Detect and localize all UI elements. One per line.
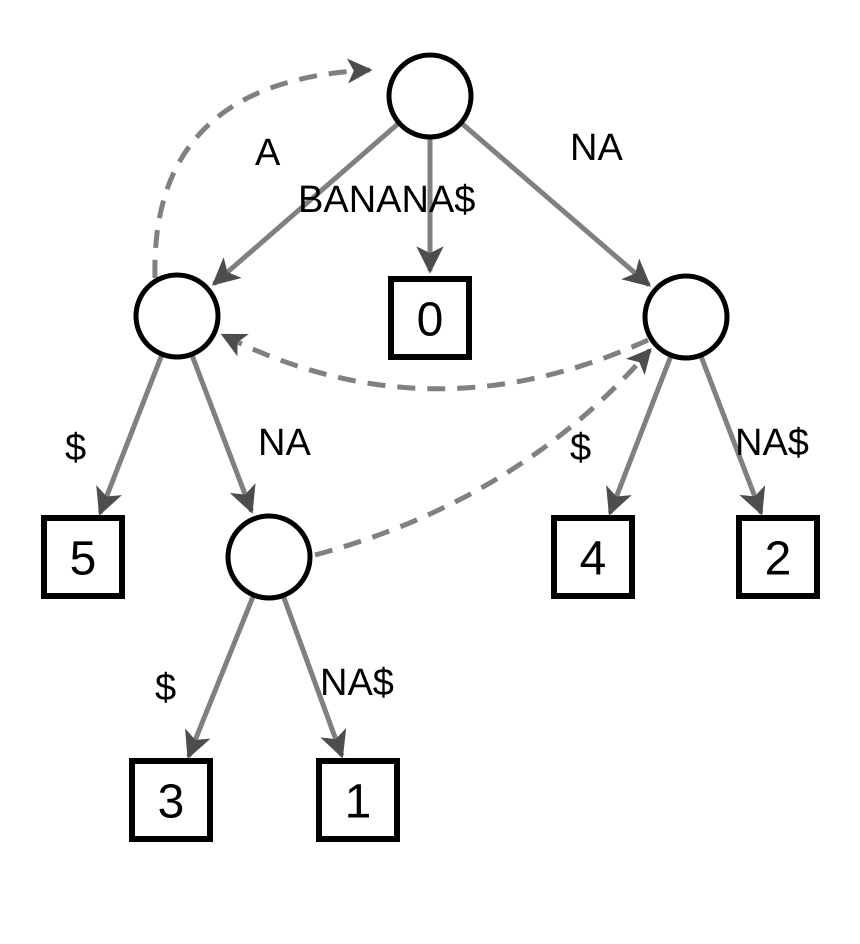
internal-node <box>389 55 471 137</box>
internal-node <box>645 276 727 358</box>
edge-label: $ <box>65 427 86 469</box>
internal-node <box>136 275 218 357</box>
leaf-label: 1 <box>345 776 372 829</box>
edge-label: A <box>255 132 281 174</box>
leaf-label: 3 <box>158 776 185 829</box>
leaf-label: 5 <box>70 533 97 586</box>
leaf-label: 2 <box>765 533 792 586</box>
edge-label: NA <box>570 127 623 169</box>
edge-label: NA <box>258 422 311 464</box>
edge-label: BANANA$ <box>298 179 475 221</box>
edge-label: NA$ <box>735 422 809 464</box>
edge-label: $ <box>155 667 176 709</box>
suffix-tree-diagram: 012345BANANA$ANA$NA$NA$$NA$ <box>0 0 860 944</box>
internal-node <box>228 516 310 598</box>
edge-label: $ <box>570 427 591 469</box>
leaf-label: 4 <box>580 533 607 586</box>
edge-label: NA$ <box>320 662 394 704</box>
leaf-label: 0 <box>417 294 444 347</box>
